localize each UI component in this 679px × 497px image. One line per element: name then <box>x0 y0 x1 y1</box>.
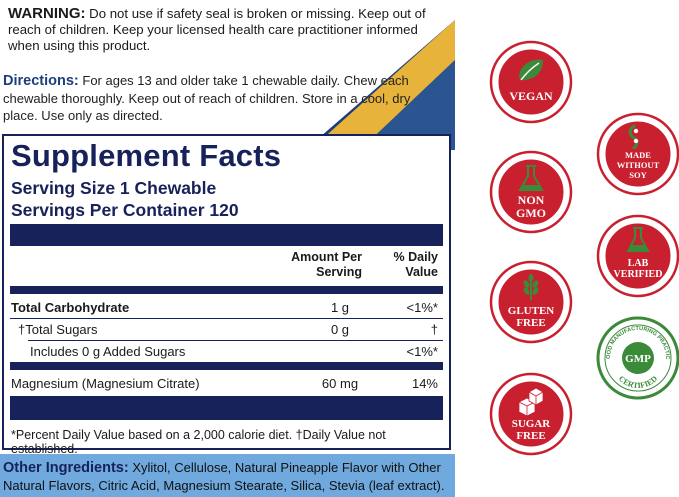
other-ingredients-band: Other Ingredients: Xylitol, Cellulose, N… <box>0 454 455 497</box>
row-added-sugars-label: Includes 0 g Added Sugars <box>30 344 186 359</box>
other-ingredients-heading: Other Ingredients: <box>3 460 129 476</box>
thick-divider <box>10 286 443 294</box>
non-gmo-label-top: NON <box>518 193 545 207</box>
warning-heading: WARNING: <box>8 5 86 22</box>
row-total-sugars-amount: 0 g <box>330 322 350 337</box>
row-magnesium-dv: 14% <box>411 376 438 391</box>
vegan-badge: VEGAN <box>489 40 573 124</box>
lab-verified-badge: LAB VERIFIED <box>596 214 679 298</box>
flask-icon <box>518 165 544 191</box>
col-daily-value: % Daily Value <box>393 250 438 279</box>
vegan-label: VEGAN <box>509 89 553 103</box>
other-ingredients-body: Xylitol, Cellulose, Natural Pineapple Fl… <box>3 460 445 493</box>
directions-heading: Directions: <box>3 73 79 89</box>
soy-label-1: MADE <box>625 150 651 160</box>
sugar-cubes-icon <box>518 387 544 417</box>
made-without-soy-badge: MADE WITHOUT SOY <box>596 112 679 196</box>
soy-label-3: SOY <box>629 170 646 180</box>
non-gmo-badge: NON GMO <box>489 150 573 234</box>
directions-body: For ages 13 and older take 1 chewable da… <box>3 73 411 123</box>
sugar-free-badge: SUGAR FREE <box>489 372 573 456</box>
lab-label-top: LAB <box>628 258 649 269</box>
row-total-carbohydrate-dv: <1%* <box>406 300 438 315</box>
directions-text: Directions: For ages 13 and older take 1… <box>3 72 423 124</box>
lab-label-bottom: VERIFIED <box>614 269 663 280</box>
beaker-icon <box>626 227 650 252</box>
supplement-facts-title: Supplement Facts <box>11 138 282 173</box>
soybean-icon <box>628 124 639 150</box>
row-added-sugars-dv: <1%* <box>406 344 438 359</box>
non-gmo-label-bottom: GMO <box>516 206 546 220</box>
gluten-free-label-bottom: FREE <box>516 317 545 329</box>
col-amount-per-serving: Amount Per Serving <box>291 250 362 279</box>
gluten-free-label-top: GLUTEN <box>508 305 555 317</box>
leaf-icon <box>519 59 543 81</box>
row-total-sugars-dv: † <box>430 322 438 337</box>
serving-size: Serving Size 1 Chewable <box>11 178 217 198</box>
thick-divider <box>10 362 443 370</box>
gluten-free-badge: GLUTEN FREE <box>489 260 573 344</box>
row-magnesium-amount: 60 mg <box>321 376 359 391</box>
row-divider <box>28 340 443 341</box>
gmp-bottom-text: CERTIFIED <box>617 374 659 390</box>
supplement-facts-box: Supplement Facts Serving Size 1 Chewable… <box>2 134 451 456</box>
other-ingredients-text: Other Ingredients: Xylitol, Cellulose, N… <box>3 459 453 494</box>
sugar-free-label-top: SUGAR <box>512 418 552 430</box>
row-total-carbohydrate-amount: 1 g <box>330 300 350 315</box>
header-bar <box>10 224 443 246</box>
footer-bar <box>10 396 443 420</box>
gmp-certified-badge: GOOD MANUFACTURING PRACTICE GMP CERTIFIE… <box>596 316 679 400</box>
row-total-sugars-label: †Total Sugars <box>18 322 98 337</box>
warning-text: WARNING: Do not use if safety seal is br… <box>8 6 428 54</box>
row-total-carbohydrate-label: Total Carbohydrate <box>11 300 130 315</box>
daily-value-footnote: *Percent Daily Value based on a 2,000 ca… <box>11 428 386 456</box>
gmp-center-label: GMP <box>625 353 651 365</box>
warning-body: Do not use if safety seal is broken or m… <box>8 6 426 53</box>
row-magnesium-label: Magnesium (Magnesium Citrate) <box>11 376 200 391</box>
soy-label-2: WITHOUT <box>617 160 660 170</box>
wheat-icon <box>523 274 539 300</box>
sugar-free-label-bottom: FREE <box>516 430 545 442</box>
supplement-label-panel: WARNING: Do not use if safety seal is br… <box>0 0 455 497</box>
gmp-seal-icon <box>622 342 654 374</box>
servings-per-container: Servings Per Container 120 <box>11 200 239 220</box>
decorative-stripes <box>305 0 455 150</box>
row-divider <box>10 318 443 319</box>
